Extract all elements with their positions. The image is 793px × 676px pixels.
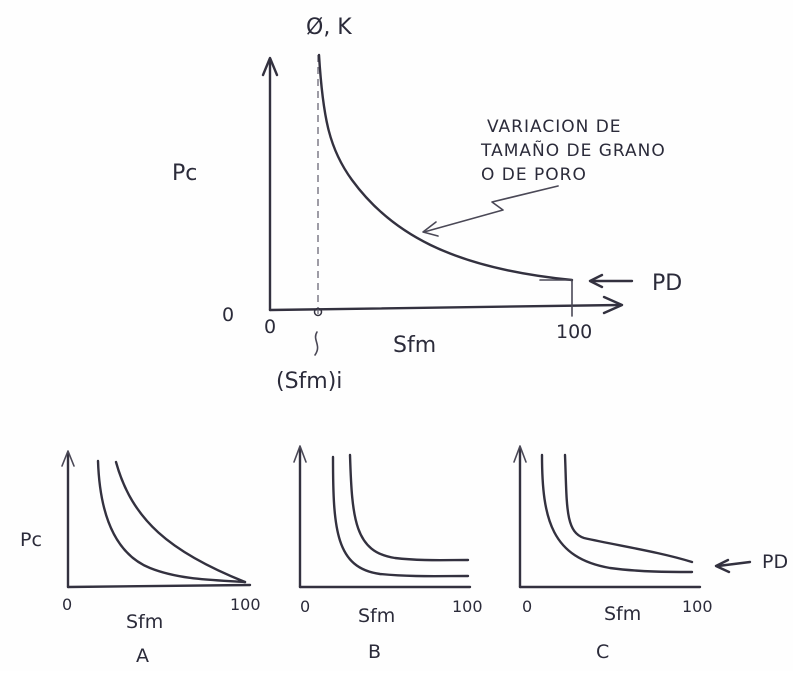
- plot-c-curve-1: [540, 453, 694, 574]
- small-pd-arrow-line: [716, 560, 752, 568]
- small-pd-arrow-head: [714, 558, 731, 574]
- plot-c-curve-2: [563, 453, 694, 564]
- main-x-axis: [268, 303, 622, 312]
- main-x-end-label: 100: [556, 321, 592, 343]
- plot-b-caption: B: [368, 641, 381, 663]
- plot-a-y-arrow: [61, 450, 75, 467]
- plot-a-curve-2: [114, 460, 247, 584]
- main-origin-x-label: 0: [264, 316, 276, 338]
- annotation-line-2: TAMAÑO DE GRANO: [480, 139, 666, 161]
- plot-a-x-axis: [66, 583, 252, 589]
- main-y-top-label: Ø, K: [306, 15, 352, 40]
- small-plot-b: 0 Sfm 100 B: [293, 445, 483, 663]
- irreducible-pointer: [314, 331, 319, 356]
- plot-c-caption: C: [596, 641, 609, 663]
- plot-b-y-arrow: [293, 445, 307, 463]
- plot-a-x-start: 0: [62, 595, 72, 614]
- annotation-line-1: VARIACION DE: [487, 117, 622, 137]
- main-y-axis-arrow: [261, 56, 279, 77]
- small-plot-c: 0 Sfm 100 C PD: [513, 445, 788, 663]
- main-y-axis-label: Pc: [172, 161, 197, 186]
- plot-a-curve-1: [96, 459, 247, 584]
- main-x-axis-arrow: [602, 295, 624, 315]
- irreducible-saturation-label: (Sfm)i: [276, 369, 342, 394]
- pd-arrow-head: [588, 273, 604, 289]
- plot-c-x-end: 100: [682, 597, 713, 616]
- main-pd-label: PD: [652, 271, 682, 296]
- main-pc-curve: [317, 53, 574, 282]
- plot-c-x-start: 0: [522, 597, 532, 616]
- plot-b-x-start: 0: [300, 597, 310, 616]
- plot-c-x-label: Sfm: [604, 603, 641, 625]
- annotation-line-3: O DE PORO: [481, 165, 587, 185]
- plot-a-x-label: Sfm: [126, 611, 163, 633]
- annotation-pointer-head: [422, 221, 439, 237]
- small-plot-a: 0 Sfm 100 A Pc: [20, 450, 261, 667]
- main-origin-y-label: 0: [222, 304, 234, 326]
- annotation-pointer: [423, 185, 559, 233]
- irreducible-tick: [313, 307, 323, 317]
- small-plots-y-label: Pc: [20, 529, 42, 551]
- plot-b-x-label: Sfm: [358, 605, 395, 627]
- plot-b-x-end: 100: [452, 597, 483, 616]
- main-x-axis-label: Sfm: [393, 333, 436, 358]
- plot-a-x-end: 100: [230, 595, 261, 614]
- plot-a-caption: A: [136, 645, 149, 667]
- small-pd-label: PD: [762, 551, 788, 573]
- plot-b-curve-2: [348, 453, 470, 562]
- plot-b-curve-1: [331, 455, 470, 578]
- plot-c-y-arrow: [513, 445, 527, 463]
- main-plot: Ø, K Pc 0 0 Sfm 100 (Sfm)i PD VARIACION …: [172, 15, 682, 394]
